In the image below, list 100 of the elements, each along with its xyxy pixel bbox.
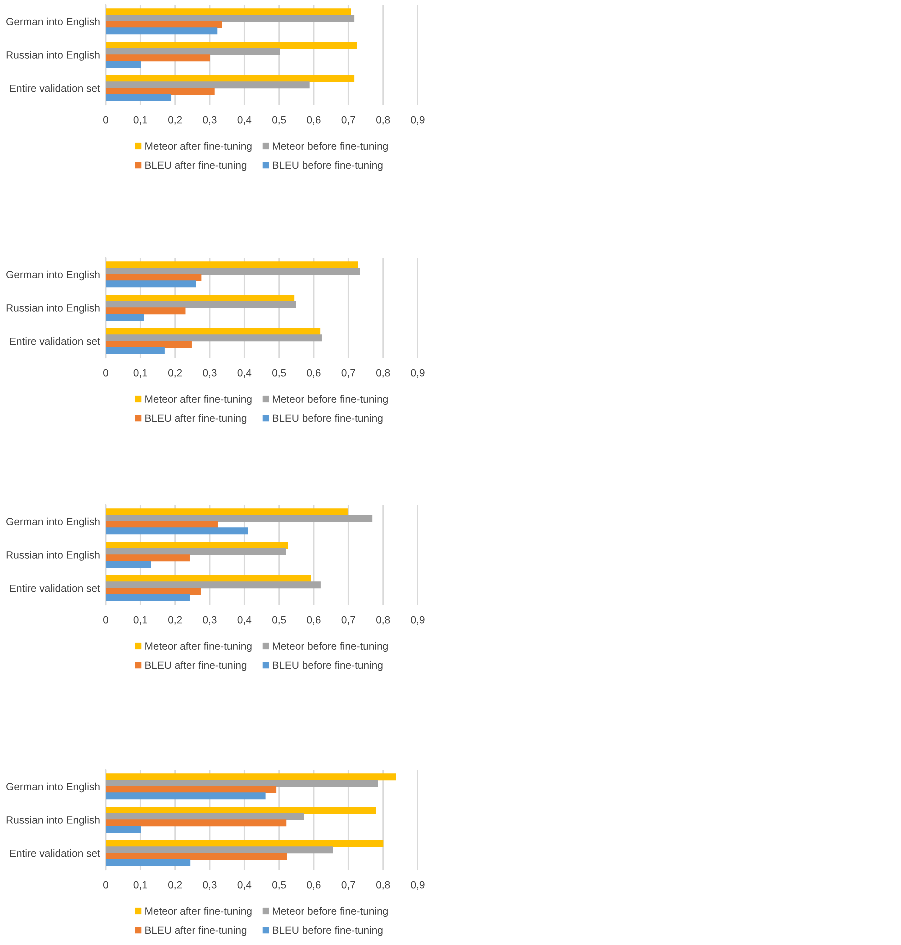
legend-label: Meteor before fine-tuning xyxy=(273,395,388,406)
x-tick-label: 0,1 xyxy=(134,881,148,890)
bar xyxy=(106,82,310,89)
legend-label: BLEU before fine-tuning xyxy=(273,161,383,172)
legend-label: BLEU after fine-tuning xyxy=(146,414,247,424)
x-tick-label: 0,5 xyxy=(272,616,286,625)
y-tick-label: Entire validation set xyxy=(10,850,100,858)
y-tick-label: German into English xyxy=(6,270,100,281)
x-tick-label: 0,1 xyxy=(134,616,148,625)
bar xyxy=(106,88,215,96)
x-tick-label: 0,3 xyxy=(203,881,217,890)
legend-label: BLEU after fine-tuning xyxy=(146,161,247,172)
x-tick-label: 0,6 xyxy=(307,116,321,125)
x-tick-label: 0,9 xyxy=(411,116,425,125)
x-tick-label: 0,1 xyxy=(134,369,148,378)
x-tick-label: 0,9 xyxy=(411,881,425,890)
bar xyxy=(106,347,165,354)
bar xyxy=(106,48,280,56)
x-tick-label: 0,9 xyxy=(411,369,425,378)
y-tick-label: German into English xyxy=(6,18,100,28)
bar xyxy=(106,528,248,535)
bar xyxy=(106,806,376,814)
bar xyxy=(106,301,296,308)
x-tick-label: 0,4 xyxy=(238,369,252,378)
bar xyxy=(106,262,358,269)
x-tick-label: 0,8 xyxy=(376,116,390,125)
bar xyxy=(106,14,355,22)
x-tick-label: 0,2 xyxy=(168,116,182,125)
bar xyxy=(106,294,295,302)
x-tick-label: 0,2 xyxy=(168,369,182,378)
x-tick-label: 0,8 xyxy=(376,881,390,890)
x-tick-label: 0,3 xyxy=(203,616,217,625)
bar xyxy=(106,8,352,16)
bar xyxy=(106,594,190,602)
bar xyxy=(106,308,186,315)
bar xyxy=(106,548,286,556)
bar xyxy=(106,280,196,288)
x-tick-label: 0 xyxy=(104,881,108,889)
x-tick-label: 0,7 xyxy=(342,369,356,378)
bar xyxy=(106,859,191,866)
y-tick-label: Entire validation set xyxy=(10,84,100,92)
x-tick-label: 0,9 xyxy=(411,616,425,625)
x-tick-label: 0,4 xyxy=(238,881,252,890)
x-tick-label: 0,5 xyxy=(272,881,286,890)
x-tick-label: 0,7 xyxy=(342,881,356,890)
legend-label: Meteor after fine-tuning xyxy=(146,642,252,652)
bar xyxy=(106,826,142,834)
x-tick-label: 0,6 xyxy=(307,616,321,625)
legend-label: BLEU after fine-tuning xyxy=(146,661,247,672)
bar xyxy=(106,28,218,35)
bar xyxy=(106,508,348,516)
bar xyxy=(106,554,190,562)
x-tick-label: 0 xyxy=(104,616,108,624)
x-tick-label: 0,6 xyxy=(307,369,321,378)
x-tick-label: 0,7 xyxy=(342,116,356,125)
y-tick-label: Russian into English xyxy=(6,816,100,826)
x-tick-label: 0,3 xyxy=(203,369,217,378)
bar xyxy=(106,560,152,568)
x-tick-label: 0,1 xyxy=(134,116,148,125)
bar xyxy=(106,852,288,860)
bar xyxy=(106,60,142,68)
x-tick-label: 0 xyxy=(104,369,108,377)
legend-label: Meteor after fine-tuning xyxy=(146,907,252,918)
bar xyxy=(106,588,201,596)
legend-label: Meteor after fine-tuning xyxy=(146,395,252,406)
x-tick-label: 0,5 xyxy=(272,116,286,125)
bar xyxy=(106,268,360,276)
bar xyxy=(106,792,266,800)
legend-label: BLEU before fine-tuning xyxy=(273,414,383,424)
legend-label: Meteor after fine-tuning xyxy=(146,142,252,152)
bar xyxy=(106,314,144,322)
legend-label: BLEU before fine-tuning xyxy=(273,926,383,936)
bar xyxy=(106,780,378,788)
legend-label: Meteor before fine-tuning xyxy=(273,907,388,918)
x-tick-label: 0 xyxy=(104,116,108,124)
bar xyxy=(106,820,287,827)
bar xyxy=(106,582,321,589)
legend-label: BLEU before fine-tuning xyxy=(273,661,383,672)
bar xyxy=(106,42,357,50)
legend-label: BLEU after fine-tuning xyxy=(146,926,247,936)
y-tick-label: Entire validation set xyxy=(10,338,100,346)
bar xyxy=(106,334,322,342)
y-tick-label: Russian into English xyxy=(6,551,100,561)
y-tick-label: Entire validation set xyxy=(10,584,100,592)
x-tick-label: 0,8 xyxy=(376,369,390,378)
bar xyxy=(106,542,288,550)
y-tick-label: German into English xyxy=(6,782,100,793)
x-tick-label: 0,6 xyxy=(307,881,321,890)
bar xyxy=(106,514,373,522)
y-tick-label: German into English xyxy=(6,518,100,528)
bar xyxy=(106,94,172,102)
x-tick-label: 0,4 xyxy=(238,616,252,625)
x-tick-label: 0,4 xyxy=(238,116,252,125)
legend-label: Meteor before fine-tuning xyxy=(273,642,388,652)
bar xyxy=(106,774,397,781)
x-tick-label: 0,2 xyxy=(168,881,182,890)
y-tick-label: Russian into English xyxy=(6,304,100,314)
x-tick-label: 0,5 xyxy=(272,369,286,378)
y-tick-label: Russian into English xyxy=(6,51,100,61)
bar xyxy=(106,54,210,62)
